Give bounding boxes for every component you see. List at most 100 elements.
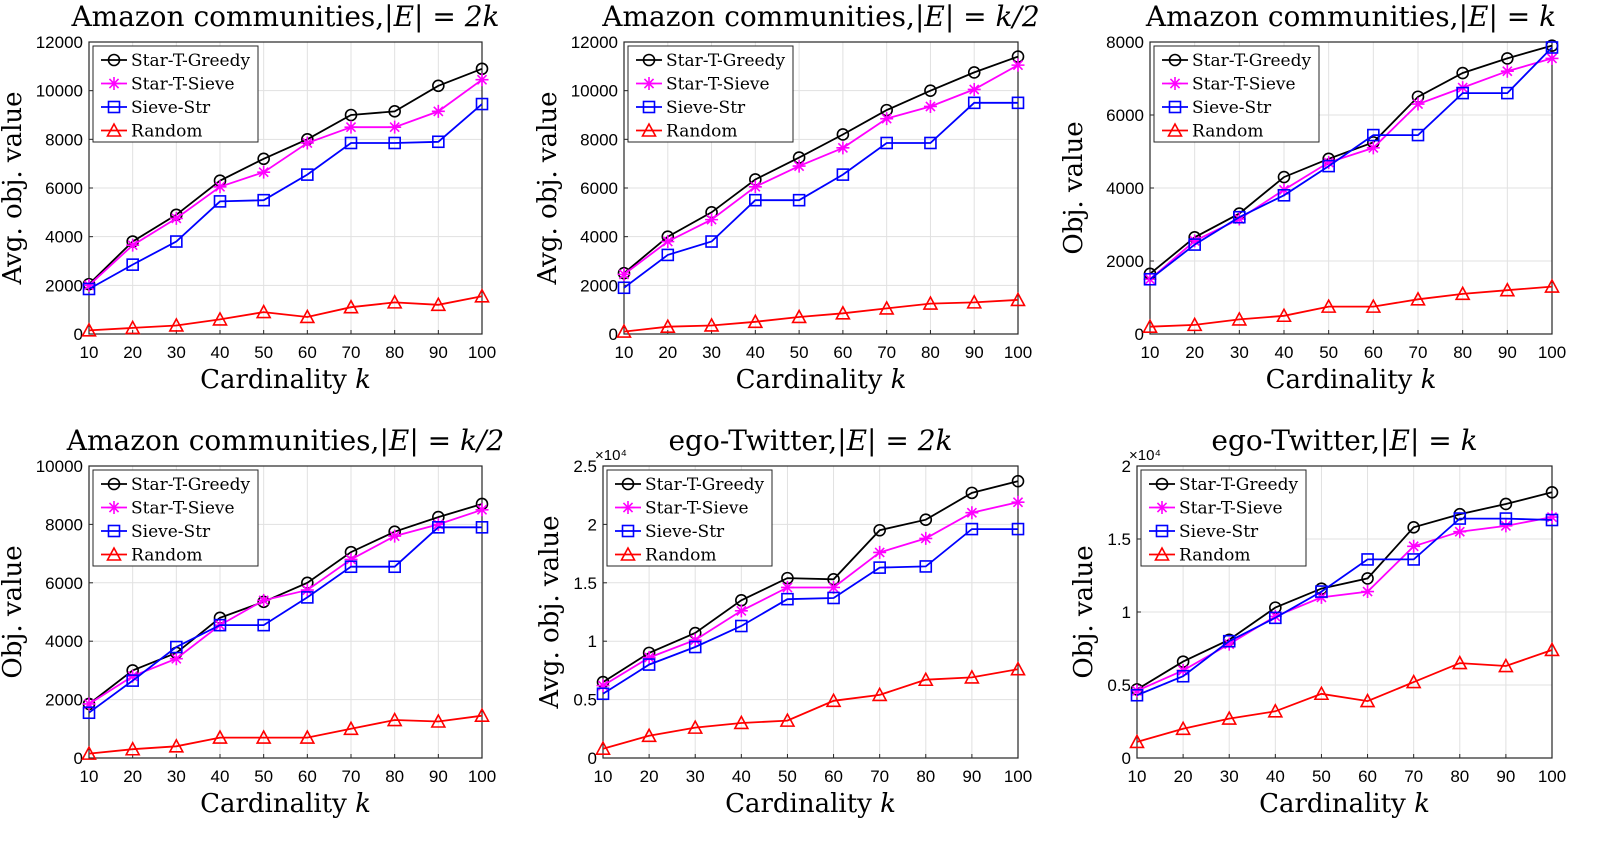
x-tick-label: 100 bbox=[1538, 767, 1566, 786]
legend-marker bbox=[621, 477, 635, 491]
legend-marker bbox=[621, 501, 635, 514]
y-tick-label: 8000 bbox=[1106, 33, 1144, 52]
data-point bbox=[82, 282, 96, 296]
chart-panel-1: 10 20 30 40 50 60 70 80 90 100 0 2000 4000 6000 8000 10… bbox=[0, 0, 500, 395]
x-tick-label: 10 bbox=[615, 343, 634, 362]
data-point bbox=[965, 486, 979, 500]
x-tick-label: 90 bbox=[1498, 343, 1517, 362]
series-line bbox=[602, 668, 1019, 750]
data-point bbox=[827, 580, 841, 594]
data-point bbox=[474, 707, 490, 722]
x-tick-label: 30 bbox=[167, 343, 186, 362]
legend-marker bbox=[621, 524, 635, 538]
data-point bbox=[81, 322, 97, 337]
data-point bbox=[791, 308, 807, 324]
chart-title: ego-Twitter,|E| = k bbox=[1211, 424, 1477, 457]
data-point bbox=[1011, 522, 1025, 536]
data-point bbox=[1313, 685, 1330, 701]
legend-box bbox=[1140, 469, 1307, 567]
legend-label: Random bbox=[131, 546, 203, 566]
x-tick-label: 20 bbox=[640, 767, 659, 786]
data-point bbox=[873, 561, 886, 574]
x-tick-label: 40 bbox=[1275, 343, 1294, 362]
series-star-t-greedy bbox=[596, 474, 1025, 689]
data-point bbox=[474, 288, 490, 303]
legend-marker bbox=[1168, 100, 1182, 114]
series-line bbox=[1136, 491, 1553, 691]
data-point bbox=[1545, 510, 1559, 524]
data-point bbox=[836, 128, 850, 141]
chart-panel-6: 10 20 30 40 50 60 70 80 90 100 0 0.5 1 1.5 2×10⁴ ego-Tw… bbox=[1069, 424, 1566, 819]
data-point bbox=[432, 521, 445, 534]
data-point bbox=[169, 211, 183, 225]
x-tick-label: 100 bbox=[1004, 767, 1032, 786]
x-tick-label: 80 bbox=[1453, 343, 1472, 362]
x-tick-label: 80 bbox=[1450, 767, 1469, 786]
x-tick-label: 80 bbox=[916, 767, 935, 786]
data-point bbox=[835, 305, 851, 320]
data-point bbox=[170, 640, 183, 654]
data-point bbox=[257, 165, 271, 179]
data-point bbox=[1361, 553, 1374, 566]
legend-label: Sieve-Str bbox=[131, 522, 211, 542]
series-sieve-str bbox=[82, 521, 489, 720]
data-point bbox=[213, 618, 227, 632]
data-point bbox=[82, 278, 96, 292]
legend-marker bbox=[107, 100, 121, 114]
chart-title: Amazon communities,|E| = 2k bbox=[70, 0, 499, 33]
series-sieve-str bbox=[596, 522, 1025, 701]
data-point bbox=[1143, 272, 1157, 286]
x-tick-label: 50 bbox=[254, 343, 273, 362]
legend-label: Star-T-Sieve bbox=[1192, 75, 1296, 95]
x-tick-label: 60 bbox=[833, 343, 852, 362]
legend: Star-T-Greedy Star-T-Sieve Sieve-Str Random bbox=[92, 469, 259, 567]
series-random bbox=[1142, 278, 1560, 334]
data-point bbox=[475, 73, 489, 87]
data-point bbox=[965, 522, 979, 536]
data-point bbox=[1545, 485, 1559, 499]
y-tick-label: 2.5 bbox=[573, 457, 597, 476]
data-point bbox=[299, 308, 316, 324]
legend-marker bbox=[107, 524, 121, 538]
data-point bbox=[1500, 64, 1514, 78]
data-point bbox=[299, 729, 316, 744]
legend-box bbox=[92, 469, 259, 567]
y-tick-label: 4000 bbox=[45, 632, 83, 651]
x-tick-label: 20 bbox=[123, 767, 142, 786]
y-tick-label: 0.5 bbox=[1107, 676, 1131, 695]
data-point bbox=[1233, 210, 1246, 224]
y-tick-label: 2000 bbox=[1106, 252, 1144, 271]
series-line bbox=[88, 526, 482, 714]
data-point bbox=[1545, 41, 1559, 54]
series-sieve-str bbox=[617, 96, 1025, 295]
data-point bbox=[1410, 291, 1426, 306]
data-point bbox=[168, 317, 185, 332]
series-line bbox=[623, 55, 1019, 274]
data-point bbox=[878, 300, 895, 315]
data-point bbox=[735, 619, 748, 633]
legend: Star-T-Greedy Star-T-Sieve Sieve-Str Random bbox=[1153, 45, 1320, 143]
x-tick-label: 100 bbox=[468, 767, 496, 786]
axes-box bbox=[602, 465, 1019, 759]
data-point bbox=[1407, 521, 1420, 534]
data-point bbox=[81, 745, 97, 760]
y-exponent-label: ×10⁴ bbox=[595, 447, 627, 464]
x-tick-label: 30 bbox=[702, 343, 721, 362]
data-point bbox=[836, 168, 850, 181]
data-point bbox=[257, 618, 270, 632]
legend-label: Random bbox=[645, 546, 717, 566]
data-point bbox=[1222, 637, 1236, 651]
x-tick-label: 40 bbox=[732, 767, 751, 786]
x-tick-label: 10 bbox=[1128, 767, 1147, 786]
data-point bbox=[924, 136, 937, 150]
data-point bbox=[688, 633, 702, 647]
x-tick-label: 20 bbox=[658, 343, 677, 362]
series-line bbox=[88, 295, 483, 332]
x-axis-label: Cardinality k bbox=[736, 365, 907, 395]
data-point bbox=[344, 560, 358, 574]
legend-marker bbox=[1155, 501, 1169, 514]
x-tick-label: 80 bbox=[385, 343, 404, 362]
legend-marker bbox=[107, 501, 121, 514]
y-axis-label: Obj. value bbox=[1059, 121, 1089, 254]
x-tick-label: 100 bbox=[468, 343, 496, 362]
